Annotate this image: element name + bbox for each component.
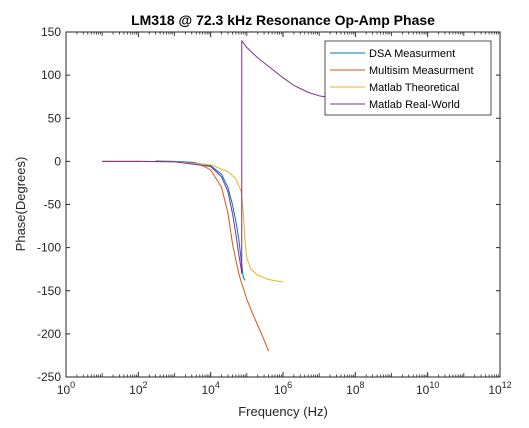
major-ticks: 100 102 104 106 108 1010 1012 150 100 50 0 -50 -100 -… (37, 25, 512, 397)
legend-label: Multisim Measurment (369, 65, 474, 77)
x-tick-label: 104 (201, 380, 219, 397)
x-tick-label: 108 (346, 380, 364, 397)
y-axis-title: Phase(Degrees) (13, 157, 28, 252)
x-axis-title: Frequency (Hz) (238, 404, 328, 419)
y-tick-label: -50 (44, 198, 62, 212)
legend: DSA Measurment Multisim Measurment Matlab … (324, 40, 492, 116)
x-tick-label: 1012 (488, 380, 511, 397)
y-tick-label: 0 (54, 154, 61, 168)
y-tick-label: -150 (37, 284, 61, 298)
y-tick-label: 150 (41, 25, 61, 39)
y-tick-label: 50 (48, 111, 62, 125)
y-tick-label: 100 (41, 68, 61, 82)
chart-title: LM318 @ 72.3 kHz Resonance Op-Amp Phase (131, 12, 435, 28)
y-tick-label: -200 (37, 327, 61, 341)
series-group (102, 40, 356, 352)
legend-label: DSA Measurment (369, 48, 455, 60)
x-tick-label: 106 (274, 380, 292, 397)
legend-label: Matlab Real-World (369, 99, 460, 111)
y-tick-label: -100 (37, 241, 61, 255)
x-tick-label: 1010 (416, 380, 439, 397)
series-line-4 (102, 40, 356, 274)
x-tick-label: 102 (129, 380, 147, 397)
y-tick-label: -250 (37, 370, 61, 384)
legend-label: Matlab Theoretical (369, 82, 459, 94)
x-tick-label: 100 (57, 380, 75, 397)
